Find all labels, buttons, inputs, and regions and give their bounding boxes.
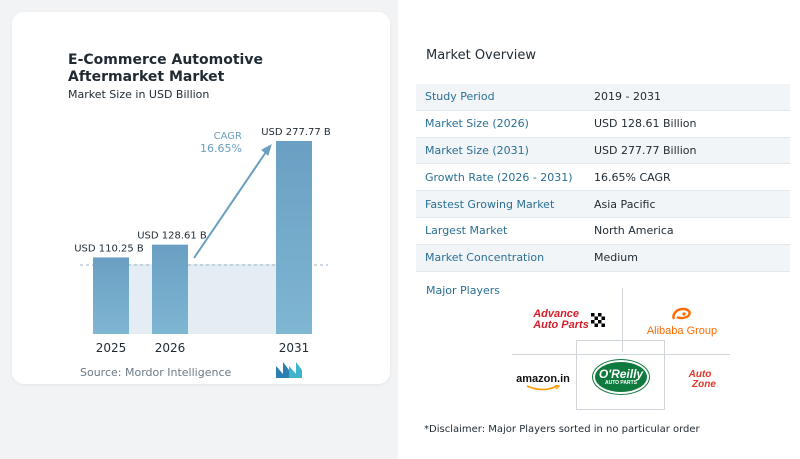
source-text: Source: Mordor Intelligence: [80, 366, 232, 379]
grid-divider: [512, 354, 730, 355]
mordor-logo-icon: [276, 362, 302, 378]
alibaba-group-logo: Alibaba Group: [632, 302, 732, 342]
shaded-region: [129, 264, 276, 334]
bar-chart: USD 110.25 B USD 128.61 B USD 277.77 B 2…: [74, 127, 331, 355]
table-row: Fastest Growing Market Asia Pacific: [416, 191, 790, 218]
data-label-2031: USD 277.77 B: [261, 127, 331, 138]
grid-divider: [576, 340, 577, 410]
table-row: Study Period 2019 - 2031: [416, 84, 790, 111]
overview-table: Study Period 2019 - 2031 Market Size (202…: [416, 84, 790, 272]
tick-label-2031: 2031: [279, 341, 310, 355]
table-row: Market Size (2026) USD 128.61 Billion: [416, 111, 790, 138]
chart-title: E-Commerce Automotive Aftermarket Market: [68, 52, 263, 85]
row-value: North America: [594, 224, 674, 238]
bar-2026: [152, 244, 188, 334]
row-label: Largest Market: [425, 224, 508, 238]
row-value: 16.65% CAGR: [594, 170, 671, 184]
row-label: Market Size (2031): [425, 143, 529, 157]
table-row: Growth Rate (2026 - 2031) 16.65% CAGR: [416, 164, 790, 192]
data-label-2026: USD 128.61 B: [137, 231, 207, 242]
players-title: Major Players: [426, 284, 500, 297]
grid-divider: [664, 340, 665, 410]
row-value: Asia Pacific: [594, 197, 656, 211]
table-row: Market Concentration Medium: [416, 244, 790, 272]
row-value: Medium: [594, 251, 638, 265]
amazon-smile-icon: [526, 385, 561, 391]
row-label: Study Period: [425, 90, 495, 104]
chart-subtitle: Market Size in USD Billion: [68, 88, 210, 101]
tick-label-2026: 2026: [155, 341, 186, 355]
row-value: USD 128.61 Billion: [594, 117, 697, 131]
advance-auto-parts-logo: Advance Auto Parts: [524, 300, 614, 340]
alibaba-icon: [672, 307, 691, 320]
row-label: Market Concentration: [425, 251, 545, 265]
cagr-label: CAGR: [214, 131, 242, 142]
cagr-arrow-head: [261, 143, 272, 156]
bar-2031: [276, 141, 312, 334]
cagr-arrow: [193, 151, 267, 259]
bar-2025: [93, 257, 129, 334]
disclaimer-text: *Disclaimer: Major Players sorted in no …: [424, 424, 700, 435]
data-label-2025: USD 110.25 B: [74, 243, 144, 254]
table-row: Largest Market North America: [416, 218, 790, 245]
row-value: 2019 - 2031: [594, 90, 661, 104]
row-label: Fastest Growing Market: [425, 197, 555, 211]
overview-title: Market Overview: [426, 48, 537, 63]
row-value: USD 277.77 Billion: [594, 143, 697, 157]
autozone-logo: Auto Zone: [688, 369, 716, 390]
amazon-in-logo: amazon.in: [512, 364, 574, 400]
grid-divider: [576, 340, 665, 341]
grid-divider: [576, 409, 665, 410]
overview-panel: Market Overview Study Period 2019 - 2031 …: [398, 0, 800, 459]
cagr-value: 16.65%: [200, 142, 242, 155]
tick-label-2025: 2025: [96, 341, 127, 355]
oreilly-auto-parts-logo: O'Reilly AUTO PARTS: [578, 346, 664, 408]
row-label: Market Size (2026): [425, 117, 529, 131]
table-row: Market Size (2031) USD 277.77 Billion: [416, 137, 790, 165]
grid-divider: [622, 288, 623, 352]
checkered-flag-icon: [590, 313, 605, 327]
row-label: Growth Rate (2026 - 2031): [425, 170, 573, 184]
